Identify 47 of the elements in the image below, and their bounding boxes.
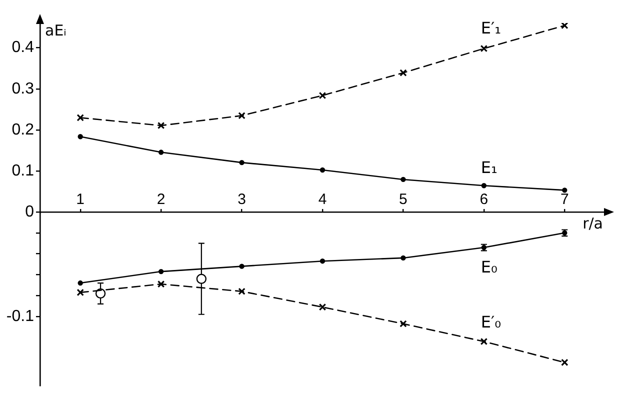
x-tick-label: 7 <box>560 192 569 209</box>
series-label: E′₀ <box>480 313 502 332</box>
point <box>320 167 326 173</box>
point <box>320 258 326 264</box>
point <box>158 269 164 275</box>
point <box>318 92 326 100</box>
series-label: E₁ <box>480 158 498 177</box>
point <box>78 280 83 286</box>
point <box>239 160 244 166</box>
y-tick-label: 0.2 <box>12 121 34 138</box>
y-axis-title: aEᵢ <box>45 21 66 40</box>
series-label: E₀ <box>480 258 498 278</box>
x-tick-label: 6 <box>480 192 488 209</box>
x-tick-label: 3 <box>238 192 246 209</box>
point <box>480 44 488 52</box>
point <box>95 288 106 299</box>
point <box>400 320 407 328</box>
point <box>238 288 246 296</box>
y-tick-label: -0.1 <box>6 308 34 326</box>
point <box>400 176 406 182</box>
point <box>400 69 407 76</box>
y-tick-label: 0 <box>25 204 34 221</box>
point <box>562 188 568 193</box>
x-tick-label: 5 <box>399 192 408 209</box>
point <box>196 274 207 284</box>
point <box>481 183 487 188</box>
point <box>239 264 244 270</box>
x-tick-label: 4 <box>318 192 327 209</box>
point <box>318 304 326 312</box>
point <box>76 114 84 122</box>
point <box>157 122 165 130</box>
point <box>238 112 246 120</box>
x-axis-title: r/a <box>582 214 603 233</box>
y-tick-label: 0.1 <box>12 162 34 180</box>
point <box>157 280 165 288</box>
point <box>561 359 568 366</box>
series-label: E′₁ <box>480 18 502 38</box>
point <box>400 256 406 261</box>
x-tick-label: 1 <box>76 192 85 209</box>
point <box>480 338 488 346</box>
y-tick-label: 0.3 <box>12 80 34 98</box>
point <box>561 23 568 30</box>
point <box>158 150 164 155</box>
point <box>78 134 83 140</box>
y-tick-label: 0.4 <box>12 39 34 56</box>
x-tick-label: 2 <box>156 192 166 209</box>
point <box>76 289 84 296</box>
